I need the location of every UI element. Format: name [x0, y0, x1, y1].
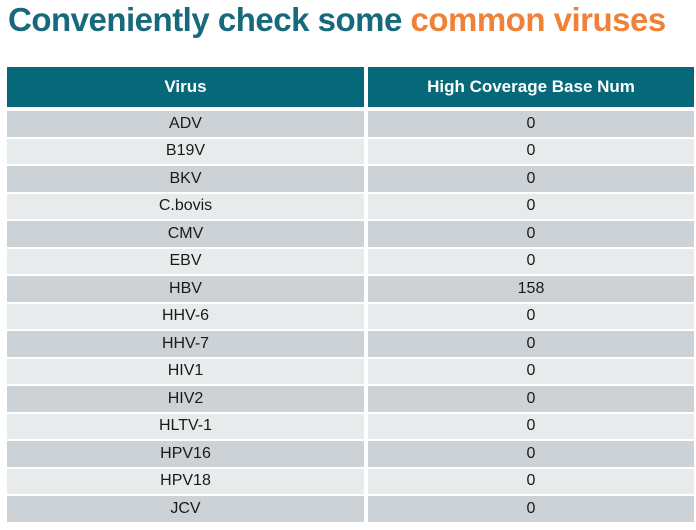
table-row: HBV 158 — [7, 276, 694, 302]
virus-name-cell: HIV1 — [7, 358, 364, 384]
table-row: B19V 0 — [7, 138, 694, 164]
coverage-value-cell: 0 — [368, 468, 694, 494]
virus-name-cell: EBV — [7, 248, 364, 274]
title-main-text: Conveniently check some — [8, 1, 411, 38]
table-header-row: Virus High Coverage Base Num — [7, 67, 694, 107]
table-row: HPV16 0 — [7, 441, 694, 467]
table-row: C.bovis 0 — [7, 193, 694, 219]
coverage-value-cell: 0 — [368, 303, 694, 329]
coverage-value-cell: 0 — [368, 138, 694, 164]
virus-name-cell: HHV-6 — [7, 303, 364, 329]
title-highlight-text: common viruses — [410, 1, 666, 38]
virus-name-cell: HPV16 — [7, 441, 364, 467]
table-row: EBV 0 — [7, 248, 694, 274]
coverage-value-cell: 0 — [368, 111, 694, 137]
virus-name-cell: CMV — [7, 221, 364, 247]
coverage-value-cell: 158 — [368, 276, 694, 302]
table-row: HIV2 0 — [7, 386, 694, 412]
table-row: CMV 0 — [7, 221, 694, 247]
virus-name-cell: HHV-7 — [7, 331, 364, 357]
virus-name-cell: C.bovis — [7, 193, 364, 219]
coverage-value-cell: 0 — [368, 248, 694, 274]
virus-name-cell: B19V — [7, 138, 364, 164]
column-header-virus: Virus — [7, 67, 364, 107]
virus-table-body: ADV 0 B19V 0 BKV 0 C.bovis 0 CMV 0 EBV 0 HBV 158 HHV-6… — [7, 111, 694, 522]
virus-name-cell: ADV — [7, 111, 364, 137]
table-row: HPV18 0 — [7, 468, 694, 494]
table-row: JCV 0 — [7, 496, 694, 522]
coverage-value-cell: 0 — [368, 386, 694, 412]
virus-name-cell: HPV18 — [7, 468, 364, 494]
table-row: HHV-7 0 — [7, 331, 694, 357]
coverage-value-cell: 0 — [368, 496, 694, 522]
table-row: HHV-6 0 — [7, 303, 694, 329]
coverage-value-cell: 0 — [368, 358, 694, 384]
virus-name-cell: HIV2 — [7, 386, 364, 412]
coverage-value-cell: 0 — [368, 166, 694, 192]
coverage-value-cell: 0 — [368, 413, 694, 439]
column-header-high-coverage-base-num: High Coverage Base Num — [368, 67, 694, 107]
virus-name-cell: HBV — [7, 276, 364, 302]
table-row: BKV 0 — [7, 166, 694, 192]
table-row: ADV 0 — [7, 111, 694, 137]
table-row: HIV1 0 — [7, 358, 694, 384]
coverage-value-cell: 0 — [368, 331, 694, 357]
page-title: Conveniently check some common viruses — [8, 0, 666, 40]
coverage-value-cell: 0 — [368, 221, 694, 247]
coverage-value-cell: 0 — [368, 193, 694, 219]
table-row: HLTV-1 0 — [7, 413, 694, 439]
coverage-value-cell: 0 — [368, 441, 694, 467]
virus-name-cell: HLTV-1 — [7, 413, 364, 439]
virus-name-cell: BKV — [7, 166, 364, 192]
virus-coverage-table: Virus High Coverage Base Num ADV 0 B19V 0 BK… — [7, 67, 694, 522]
virus-name-cell: JCV — [7, 496, 364, 522]
